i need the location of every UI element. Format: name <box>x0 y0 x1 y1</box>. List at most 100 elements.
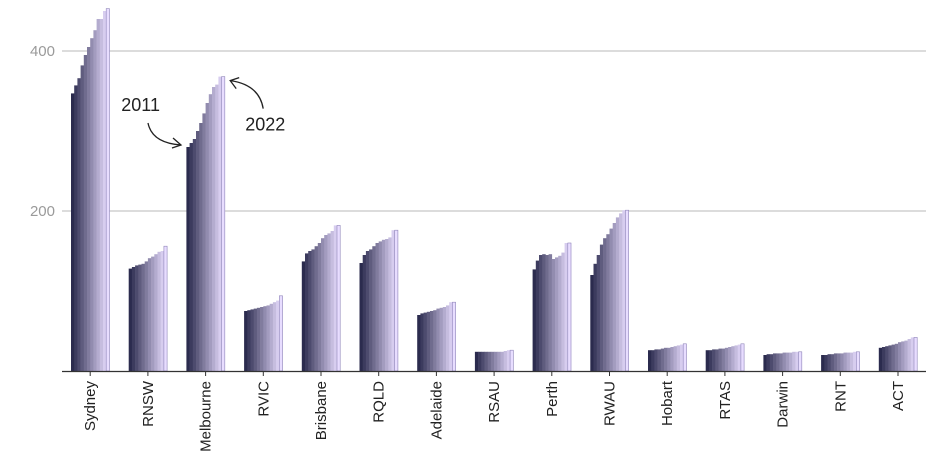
bar <box>212 87 216 371</box>
x-tick-label: RNSW <box>140 380 157 427</box>
bar <box>885 346 889 371</box>
bar <box>901 341 905 371</box>
bar <box>622 210 626 371</box>
x-tick-label: RSAU <box>486 381 503 423</box>
bar <box>795 351 799 371</box>
annotation-label: 2011 <box>121 95 160 115</box>
bar <box>548 254 553 371</box>
bar <box>846 352 851 371</box>
bar <box>596 255 601 371</box>
bar <box>673 346 678 371</box>
bar <box>878 347 883 371</box>
bar <box>615 217 620 371</box>
bar <box>484 351 488 371</box>
bar <box>388 237 392 371</box>
bar <box>93 30 97 371</box>
bar <box>683 343 687 371</box>
bar <box>317 243 322 371</box>
x-tick-label: ACT <box>890 381 907 411</box>
bar <box>603 238 607 371</box>
bar <box>651 350 655 371</box>
bar <box>141 263 145 371</box>
bar <box>789 352 793 371</box>
bar <box>721 348 726 371</box>
bar <box>657 349 662 371</box>
x-tick-label: RQLD <box>371 381 388 423</box>
bar <box>192 139 197 371</box>
bar <box>314 246 319 371</box>
bar <box>446 305 450 371</box>
bar <box>359 263 363 371</box>
bar-group-perth <box>532 242 572 372</box>
bar <box>532 269 537 371</box>
bar <box>157 251 161 371</box>
bar <box>882 347 886 371</box>
bar <box>324 235 328 371</box>
bar <box>856 351 860 371</box>
bar <box>907 339 912 371</box>
bar-group-sydney <box>71 8 110 372</box>
bar <box>667 347 671 371</box>
bar <box>593 263 597 371</box>
bar <box>487 351 492 371</box>
bar <box>619 213 623 371</box>
bar <box>891 344 896 371</box>
bar <box>311 249 315 371</box>
bar <box>609 228 613 371</box>
bar <box>135 265 139 371</box>
bar <box>708 350 713 371</box>
bar <box>369 249 373 371</box>
x-tick-label: RVIC <box>255 381 272 417</box>
y-tick-label: 400 <box>30 43 55 60</box>
bar <box>221 76 226 371</box>
bar <box>327 233 331 371</box>
bar <box>77 78 81 371</box>
bar <box>394 230 399 371</box>
bar <box>798 351 803 371</box>
bar <box>555 257 559 371</box>
bar <box>430 311 434 371</box>
bar <box>279 295 283 371</box>
bar <box>821 355 825 371</box>
bar <box>247 310 251 371</box>
x-axis-ticks: Sydney RNSW Melbourne RVIC Brisbane RQLD Adela… <box>82 372 907 452</box>
bar-group-rvic <box>244 295 283 372</box>
bar <box>648 350 652 371</box>
bar <box>305 253 309 371</box>
bar <box>894 343 899 371</box>
bar <box>96 19 101 371</box>
bar <box>766 354 771 371</box>
bar <box>740 343 745 371</box>
bar <box>362 255 367 371</box>
x-tick-label: Adelaide <box>428 381 445 439</box>
bar-group-rwau <box>590 209 630 372</box>
bar <box>718 348 722 371</box>
bar <box>715 349 719 371</box>
bar <box>385 239 389 371</box>
bar <box>433 310 437 371</box>
bar <box>439 307 444 371</box>
bar <box>824 355 828 371</box>
bar <box>503 351 508 371</box>
annotations: 2011 2022 <box>121 76 285 149</box>
bar <box>731 346 735 371</box>
bar <box>260 307 264 371</box>
bar <box>776 353 780 371</box>
bar-group-rtas <box>705 343 745 372</box>
bar <box>625 210 629 371</box>
bar-group-rqld <box>359 229 399 372</box>
bar <box>728 347 732 371</box>
bar <box>269 303 274 371</box>
bar <box>151 256 155 371</box>
bar <box>250 309 254 371</box>
x-tick-label: RNT <box>832 381 849 412</box>
bar <box>253 308 258 371</box>
bar <box>378 241 383 371</box>
bar <box>837 353 841 371</box>
bar <box>542 254 546 371</box>
bar <box>449 302 453 371</box>
bar <box>365 251 370 371</box>
bar <box>321 238 325 371</box>
bar <box>490 351 495 371</box>
